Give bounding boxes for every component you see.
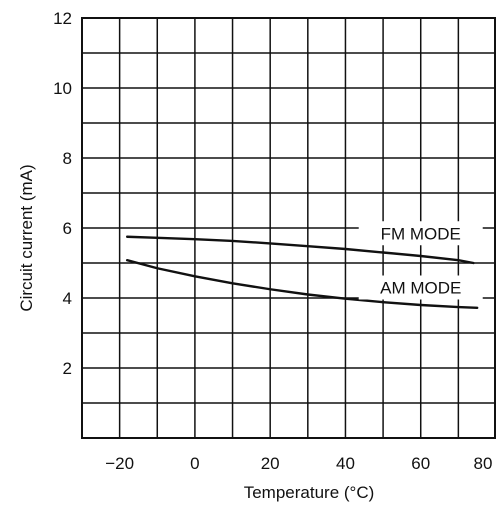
series-labels: FM MODE AM MODE [358,221,483,300]
y-tick-label: 8 [63,149,72,168]
x-tick-label: 40 [336,454,355,473]
x-tick-labels: −20 0 20 40 60 80 [105,454,492,473]
series-label-bg-0 [358,221,483,246]
x-tick-label: 0 [190,454,199,473]
y-tick-label: 4 [63,289,72,308]
x-axis-label: Temperature (°C) [244,483,375,502]
x-tick-label: 60 [411,454,430,473]
y-tick-label: 12 [53,9,72,28]
series-line-am-mode [125,259,479,309]
plot-frame [81,17,496,439]
y-tick-label: 2 [63,359,72,378]
y-axis-label: Circuit current (mA) [17,164,36,311]
x-tick-label: 20 [261,454,280,473]
series-lines [125,235,479,309]
y-tick-label: 6 [63,219,72,238]
series-label-bg-1 [358,275,483,300]
series-label-am-mode: AM MODE [380,279,461,298]
series-label-fm-mode: FM MODE [381,224,461,243]
x-tick-label: 80 [474,454,493,473]
y-tick-label: 10 [53,79,72,98]
y-tick-labels: 2 4 6 8 10 12 [53,9,72,378]
series-line-fm-mode [125,235,475,265]
x-tick-label: −20 [105,454,134,473]
